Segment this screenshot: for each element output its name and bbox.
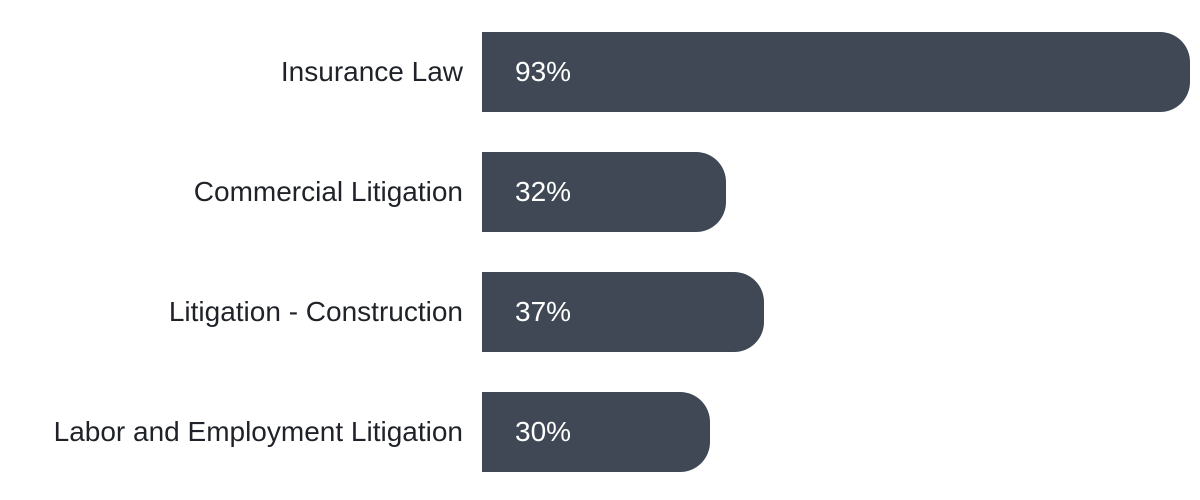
bar-value-label: 32% — [515, 176, 572, 207]
bar-value-label: 93% — [515, 56, 572, 87]
category-label: Labor and Employment Litigation — [53, 416, 463, 447]
bar — [482, 392, 710, 472]
category-label: Litigation - Construction — [168, 296, 463, 327]
category-label: Commercial Litigation — [193, 176, 463, 207]
bar-value-label: 37% — [515, 296, 572, 327]
bar-value-label: 30% — [515, 416, 572, 447]
bar — [482, 32, 1190, 112]
bar — [482, 152, 726, 232]
bar — [482, 272, 764, 352]
category-label: Insurance Law — [280, 56, 463, 87]
